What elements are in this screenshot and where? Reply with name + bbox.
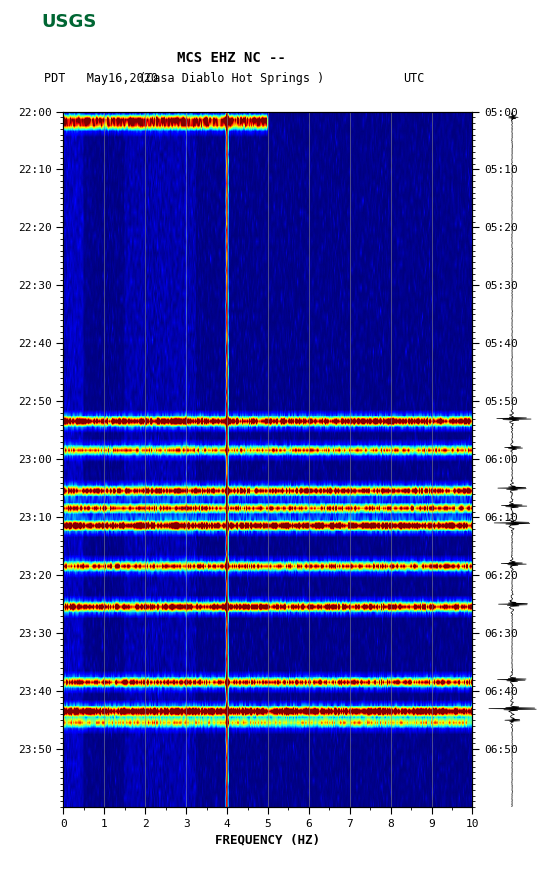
- X-axis label: FREQUENCY (HZ): FREQUENCY (HZ): [215, 833, 321, 847]
- Text: USGS: USGS: [41, 13, 97, 31]
- Text: UTC: UTC: [403, 72, 424, 85]
- Text: MCS EHZ NC --: MCS EHZ NC --: [177, 51, 286, 65]
- Text: (Casa Diablo Hot Springs ): (Casa Diablo Hot Springs ): [139, 72, 325, 85]
- Polygon shape: [9, 7, 32, 37]
- Text: PDT   May16,2020: PDT May16,2020: [44, 72, 158, 85]
